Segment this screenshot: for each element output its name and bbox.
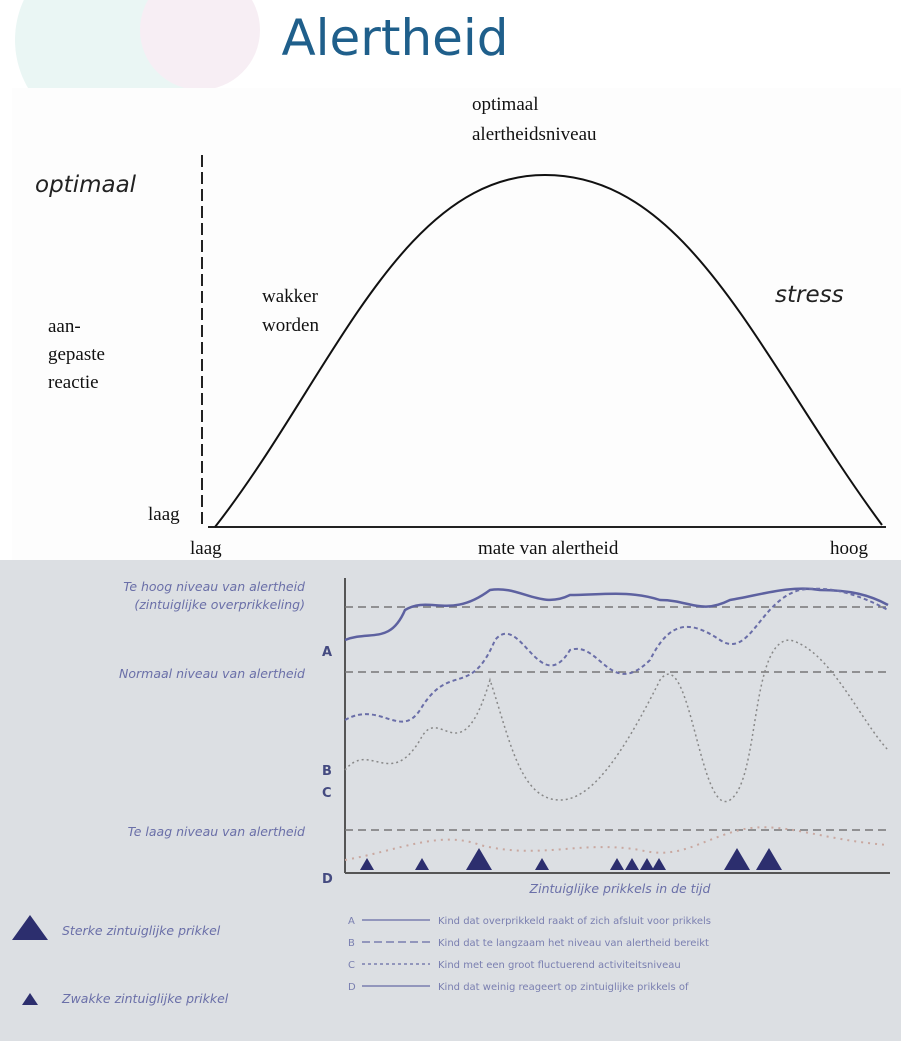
weak-stimulus-marker: [535, 858, 549, 870]
x-title: mate van alertheid: [478, 538, 619, 559]
curve-label: wakker: [262, 286, 319, 307]
legend-letter: A: [348, 916, 355, 927]
top-diagram: optimaal alertheidsniveau optimaal aan- …: [12, 88, 901, 560]
curve: [214, 173, 883, 528]
curve-letter: D: [322, 872, 333, 887]
y-label: aan-: [48, 316, 81, 337]
strong-stimulus-marker: [466, 848, 492, 870]
peak-label: optimaal: [472, 94, 538, 115]
weak-stimulus-icon: [22, 993, 38, 1005]
stimuli: [12, 848, 782, 1005]
peak-label: alertheidsniveau: [472, 124, 597, 145]
curve-letter: C: [322, 786, 332, 801]
x-label: laag: [190, 538, 222, 559]
weak-stimulus-marker: [610, 858, 624, 870]
legend-text: Kind met een groot fluctuerend activitei…: [438, 960, 681, 971]
weak-stimulus-marker: [415, 858, 429, 870]
curve-label: stress: [775, 282, 844, 308]
legend-text: Kind dat overprikkeld raakt of zich afsl…: [438, 916, 711, 927]
curve-label: worden: [262, 315, 319, 336]
weak-stimulus-marker: [652, 858, 666, 870]
curve-b: [344, 587, 889, 723]
level-label: Te laag niveau van alertheid: [128, 824, 305, 839]
strong-stimulus-marker: [756, 848, 782, 870]
level-label: (zintuiglijke overprikkeling): [134, 597, 305, 612]
curve-letter: B: [322, 764, 332, 779]
scan-background: [12, 88, 901, 560]
y-label: gepaste: [48, 344, 105, 365]
legend: A Kind dat overprikkeld raakt of zich afs…: [348, 916, 711, 993]
strong-stimulus-icon: [12, 915, 48, 940]
level-label: Te hoog niveau van alertheid: [123, 579, 305, 594]
legend-text: Kind dat weinig reageert op zintuiglijke…: [438, 982, 689, 993]
weak-stimulus-marker: [625, 858, 639, 870]
y-label: optimaal: [35, 172, 137, 198]
y-label: laag: [148, 504, 180, 525]
legend-label: Zwakke zintuiglijke prikkel: [61, 991, 229, 1006]
x-title: Zintuiglijke prikkels in de tijd: [529, 881, 711, 896]
level-label: Normaal niveau van alertheid: [119, 666, 305, 681]
curve-letter: A: [322, 645, 332, 660]
decoration: [140, 0, 260, 90]
legend-text: Kind dat te langzaam het niveau van aler…: [438, 938, 709, 949]
curve-a: [344, 587, 889, 642]
legend-letter: B: [348, 938, 355, 949]
weak-stimulus-marker: [640, 858, 654, 870]
legend-label: Sterke zintuiglijke prikkel: [62, 923, 221, 938]
slide-title: Alertheid: [281, 9, 508, 67]
x-label: hoog: [830, 538, 869, 559]
bottom-diagram: Te hoog niveau van alertheid (zintuiglij…: [0, 560, 901, 1041]
scan-background: [0, 560, 901, 1041]
strong-stimulus-marker: [724, 848, 750, 870]
legend-letter: C: [348, 960, 355, 971]
curve-c: [344, 639, 889, 803]
legend-letter: D: [348, 982, 356, 993]
y-label: reactie: [48, 372, 99, 393]
weak-stimulus-marker: [360, 858, 374, 870]
